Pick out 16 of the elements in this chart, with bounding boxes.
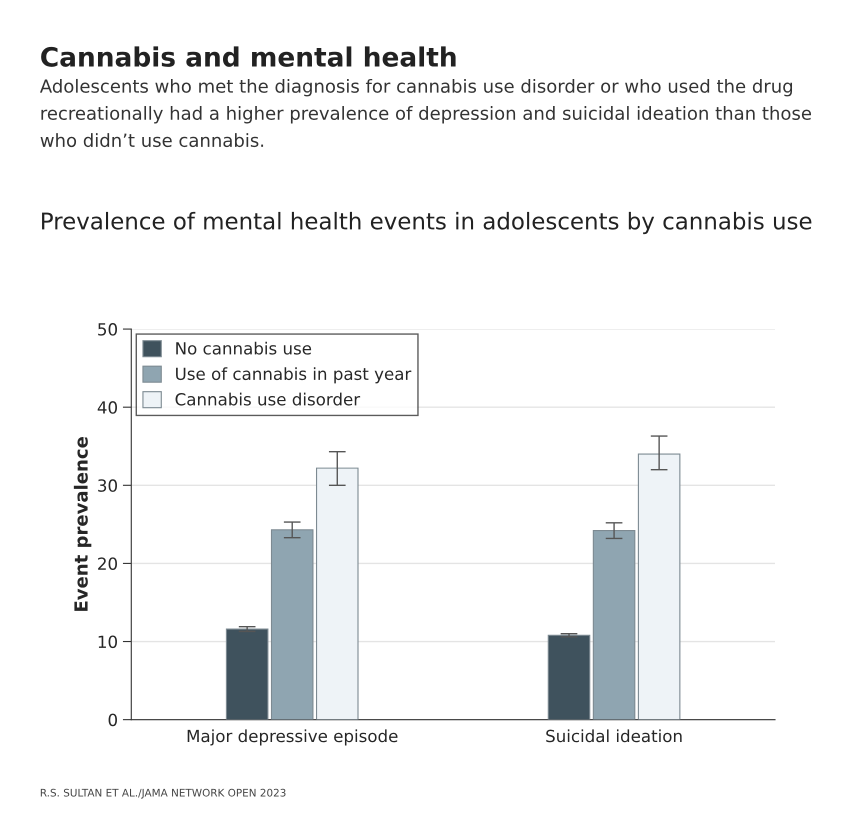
y-tick-label: 30 xyxy=(98,479,117,492)
legend-label: Use of cannabis in past year xyxy=(176,367,412,384)
x-tick-label: Major depressive episode xyxy=(188,729,398,746)
text: R.S. SULTAN ET AL./JAMA NETWORK OPEN 2023 xyxy=(40,788,286,799)
y-tick-label: 50 xyxy=(98,323,117,336)
legend-label: No cannabis use xyxy=(176,342,312,355)
legend-label: Cannabis use disorder xyxy=(176,392,360,406)
y-tick-label: 10 xyxy=(98,635,117,648)
y-tick-label: 40 xyxy=(98,401,117,414)
chart-subtitle: Adolescents who met the diagnosis for cannabis use disorder or who used the drug recreationally had a higher prevalence of depression and suicidal ideation than those who didn’t use cannabis. xyxy=(40,78,812,148)
x-tick-label: Suicidal ideation xyxy=(546,729,682,742)
y-tick-label: 20 xyxy=(98,557,117,570)
y-tick-label: 0 xyxy=(108,714,117,726)
chart-title: Cannabis and mental health xyxy=(41,46,456,67)
y-axis-title: Event prevalence xyxy=(74,437,92,611)
text: Prevalence of mental health events in adolescents by cannabis use xyxy=(42,212,812,234)
